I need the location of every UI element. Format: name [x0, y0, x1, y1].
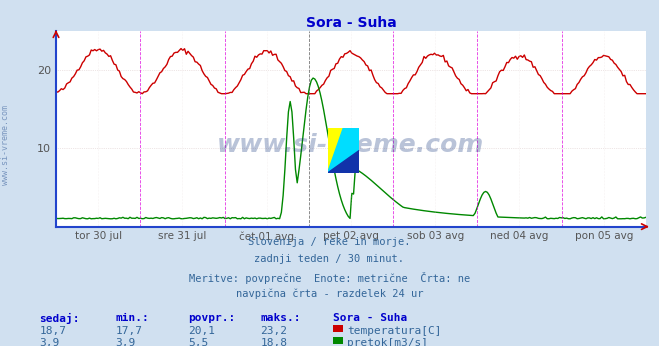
Text: povpr.:: povpr.: [188, 313, 235, 323]
Text: temperatura[C]: temperatura[C] [347, 326, 442, 336]
Text: Sora - Suha: Sora - Suha [333, 313, 407, 323]
Text: www.si-vreme.com: www.si-vreme.com [217, 133, 484, 156]
Title: Sora - Suha: Sora - Suha [306, 16, 396, 30]
Text: 3,9: 3,9 [115, 338, 136, 346]
Text: 3,9: 3,9 [40, 338, 60, 346]
Polygon shape [328, 128, 343, 173]
Text: 5,5: 5,5 [188, 338, 208, 346]
Text: 17,7: 17,7 [115, 326, 142, 336]
Polygon shape [328, 128, 359, 173]
Text: 18,7: 18,7 [40, 326, 67, 336]
Text: zadnji teden / 30 minut.: zadnji teden / 30 minut. [254, 254, 405, 264]
Text: 20,1: 20,1 [188, 326, 215, 336]
Text: sedaj:: sedaj: [40, 313, 80, 324]
Text: 23,2: 23,2 [260, 326, 287, 336]
Text: Meritve: povprečne  Enote: metrične  Črta: ne: Meritve: povprečne Enote: metrične Črta:… [189, 272, 470, 284]
Text: pretok[m3/s]: pretok[m3/s] [347, 338, 428, 346]
Polygon shape [328, 151, 359, 173]
Text: Slovenija / reke in morje.: Slovenija / reke in morje. [248, 237, 411, 247]
Text: www.si-vreme.com: www.si-vreme.com [1, 105, 10, 185]
Text: maks.:: maks.: [260, 313, 301, 323]
Text: 18,8: 18,8 [260, 338, 287, 346]
Text: min.:: min.: [115, 313, 149, 323]
Text: navpična črta - razdelek 24 ur: navpična črta - razdelek 24 ur [236, 289, 423, 299]
